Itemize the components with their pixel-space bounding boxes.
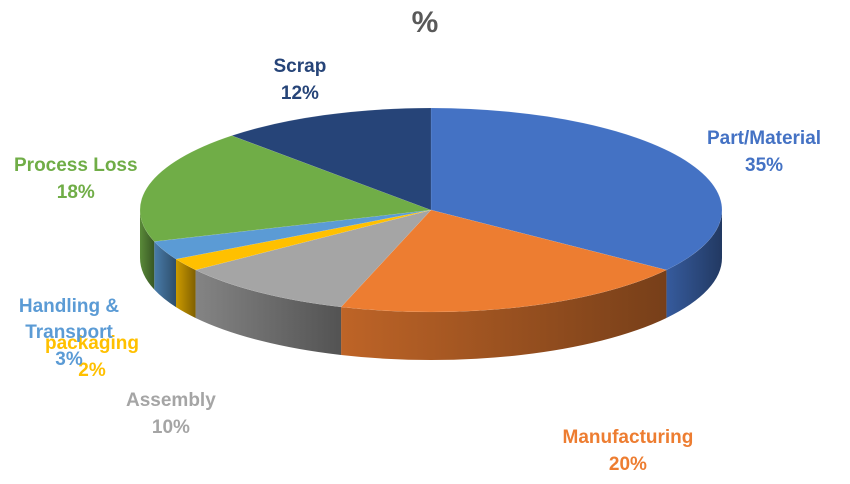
data-label-name: Process Loss: [14, 155, 138, 176]
data-label-value: 20%: [608, 454, 647, 475]
slice-side-process-loss: [140, 210, 155, 290]
slice-side-packaging: [175, 259, 196, 318]
slice-side-manufacturing: [341, 269, 667, 360]
slice-manufacturing[interactable]: [340, 209, 668, 313]
data-label-assembly: Assembly 10%: [126, 387, 216, 441]
data-label-value: 10%: [151, 417, 190, 438]
data-label-value: 35%: [745, 155, 784, 176]
slice-packaging[interactable]: [175, 209, 432, 271]
slice-process-loss[interactable]: [139, 135, 432, 242]
pie-top: [139, 107, 723, 313]
slice-side-handling-transport: [154, 241, 176, 308]
slice-assembly[interactable]: [194, 209, 432, 308]
data-label-process-loss: Process Loss 18%: [14, 152, 138, 206]
data-label-value: 2%: [78, 360, 106, 381]
data-label-name: Scrap: [273, 56, 327, 77]
chart-title: %: [411, 6, 439, 39]
data-label-name: Manufacturing: [562, 427, 694, 448]
pie-side-walls: [140, 210, 722, 360]
slice-part-material[interactable]: [430, 107, 723, 271]
data-label-scrap: Scrap 12%: [274, 53, 327, 107]
data-label-packaging: packaging 2%: [45, 330, 139, 384]
data-label-handling-transport: Handling & Transport 3%: [4, 294, 134, 373]
data-label-value: 18%: [56, 182, 95, 203]
data-label-name: packaging: [45, 333, 139, 354]
slice-side-assembly: [195, 269, 342, 356]
data-label-part-material: Part/Material 35%: [707, 125, 821, 179]
data-label-value: 12%: [280, 83, 319, 104]
data-label-manufacturing: Manufacturing 20%: [563, 424, 694, 478]
slice-handling-transport[interactable]: [153, 209, 432, 260]
data-label-value: 3%: [55, 348, 83, 370]
data-label-name: Handling & Transport: [18, 295, 120, 343]
data-label-name: Assembly: [126, 390, 216, 411]
slice-side-part-material: [666, 210, 722, 318]
data-label-name: Part/Material: [707, 128, 822, 149]
slice-scrap[interactable]: [231, 107, 432, 211]
